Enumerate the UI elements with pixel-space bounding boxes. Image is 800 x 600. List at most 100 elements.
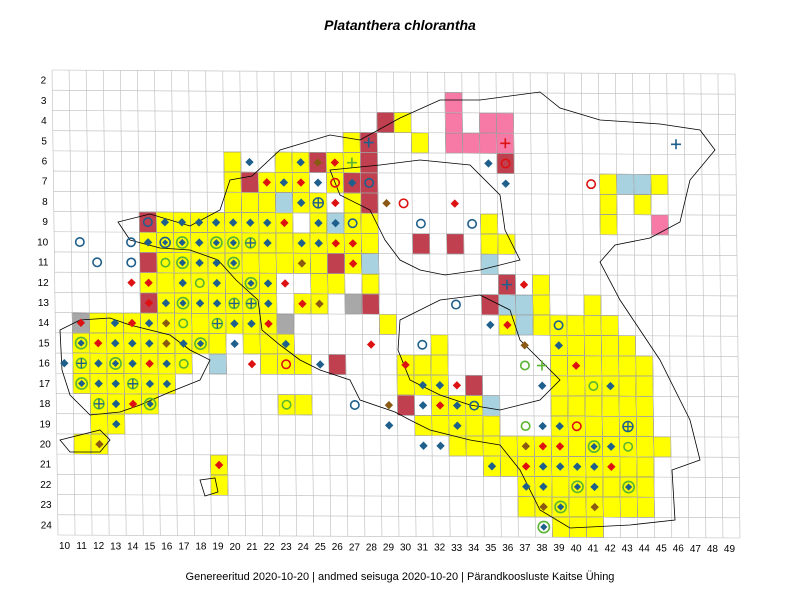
ring-icon bbox=[281, 399, 292, 410]
diamond-icon bbox=[296, 158, 305, 167]
diamond-icon bbox=[60, 358, 69, 368]
cell-light-blue bbox=[498, 294, 517, 316]
region-outline bbox=[117, 91, 716, 529]
ring-icon bbox=[571, 480, 584, 494]
column-label: 36 bbox=[502, 543, 514, 554]
diamond-icon bbox=[331, 218, 340, 228]
grid-line-horizontal bbox=[56, 433, 739, 438]
cell-yellow bbox=[174, 312, 193, 334]
diamond-icon bbox=[606, 381, 615, 391]
ring-icon bbox=[469, 400, 480, 411]
diamond-icon bbox=[194, 218, 204, 227]
diamond-icon bbox=[296, 198, 306, 207]
row-label: 15 bbox=[38, 338, 50, 349]
ring-icon bbox=[194, 278, 205, 289]
diamond-icon bbox=[313, 158, 322, 167]
column-label: 46 bbox=[673, 544, 685, 555]
row-label: 13 bbox=[38, 298, 50, 309]
cell-yellow bbox=[156, 272, 175, 294]
ring-icon bbox=[178, 358, 189, 369]
column-label: 44 bbox=[639, 544, 651, 555]
diamond-icon bbox=[214, 460, 224, 470]
cell-yellow bbox=[73, 433, 92, 455]
diamond-icon bbox=[161, 298, 171, 308]
diamond-icon bbox=[127, 278, 136, 287]
diamond-icon bbox=[212, 239, 220, 247]
diamond-icon bbox=[521, 442, 531, 451]
column-label: 40 bbox=[570, 543, 582, 554]
record-symbols bbox=[60, 137, 682, 534]
diamond-icon bbox=[212, 299, 222, 308]
cell-dark-red bbox=[446, 233, 465, 255]
grid-line-vertical bbox=[307, 71, 315, 537]
cell-light-blue bbox=[275, 192, 294, 214]
plus-icon bbox=[536, 360, 547, 371]
cell-yellow bbox=[240, 191, 259, 213]
cell-yellow bbox=[549, 314, 568, 336]
cell-yellow bbox=[413, 354, 432, 376]
cell-yellow bbox=[653, 436, 672, 458]
coastline-outline bbox=[59, 91, 716, 529]
cell-yellow bbox=[258, 192, 277, 214]
cell-yellow bbox=[500, 455, 519, 477]
grid-line-horizontal bbox=[55, 312, 738, 317]
diamond-icon bbox=[247, 319, 256, 328]
cell-yellow bbox=[636, 476, 655, 498]
cell-light-blue bbox=[208, 353, 227, 375]
column-label: 41 bbox=[588, 543, 600, 554]
diamond-icon bbox=[263, 238, 272, 248]
diamond-icon bbox=[195, 258, 204, 268]
diamond-icon bbox=[348, 239, 358, 248]
grid-line-horizontal bbox=[53, 150, 736, 155]
diamond-icon bbox=[487, 462, 497, 471]
column-label: 28 bbox=[366, 542, 378, 553]
cell-yellow bbox=[619, 496, 638, 518]
cell-yellow bbox=[275, 232, 294, 254]
cell-yellow bbox=[584, 355, 603, 377]
region-outline bbox=[59, 317, 211, 416]
grid-line-vertical bbox=[717, 73, 724, 538]
cell-dark-red bbox=[360, 172, 379, 194]
column-label: 35 bbox=[485, 543, 497, 554]
diamond-icon bbox=[162, 239, 169, 246]
grid-line-vertical bbox=[666, 73, 673, 538]
diamond-icon bbox=[557, 503, 565, 511]
ring-icon bbox=[74, 236, 85, 247]
grid-line-horizontal bbox=[56, 413, 739, 418]
ring-icon bbox=[126, 257, 137, 268]
cell-yellow bbox=[618, 355, 637, 377]
diamond-icon bbox=[247, 359, 257, 369]
ring-icon bbox=[176, 296, 190, 310]
ring-icon bbox=[553, 320, 564, 331]
cell-dark-red bbox=[360, 192, 379, 214]
cell-yellow bbox=[602, 496, 621, 518]
ring-icon bbox=[587, 440, 601, 453]
cell-yellow bbox=[584, 375, 603, 397]
diamond-icon bbox=[127, 318, 137, 328]
cell-yellow bbox=[532, 314, 551, 336]
column-label: 14 bbox=[127, 541, 139, 552]
cell-yellow bbox=[361, 273, 380, 295]
cell-yellow bbox=[223, 191, 242, 213]
grid-line-vertical bbox=[393, 71, 400, 537]
cell-yellow bbox=[378, 313, 397, 335]
diamond-icon bbox=[76, 318, 86, 328]
diamond-icon bbox=[316, 360, 325, 369]
diamond-icon bbox=[540, 523, 548, 531]
cell-light-blue bbox=[515, 294, 534, 316]
diamond-icon bbox=[162, 339, 171, 348]
cell-yellow bbox=[550, 395, 569, 417]
diamond-icon bbox=[538, 462, 548, 471]
cell-yellow bbox=[208, 333, 227, 355]
diamond-icon bbox=[230, 339, 239, 349]
grid-line-vertical bbox=[598, 73, 604, 538]
grid-line-vertical bbox=[376, 71, 383, 537]
cell-gray bbox=[276, 313, 295, 335]
ring-icon bbox=[623, 441, 634, 452]
diamond-icon bbox=[111, 399, 121, 409]
diamond-icon bbox=[212, 258, 221, 268]
cell-yellow bbox=[174, 353, 193, 375]
cell-yellow bbox=[567, 375, 586, 397]
cell-yellow bbox=[635, 395, 654, 417]
